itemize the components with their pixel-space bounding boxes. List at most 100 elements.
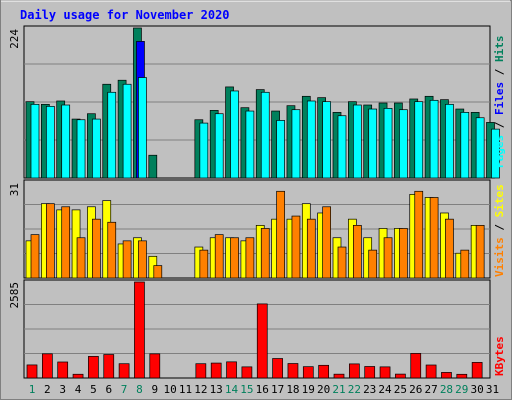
ymax-label-sites: 31 [8,183,21,196]
bar-kbytes [241,366,253,379]
day-label: 21 [332,383,345,396]
bar-visits [475,225,485,279]
day-label: 25 [394,383,407,396]
bar-visits [399,228,408,279]
kbytes-panel [23,279,491,379]
day-label: 11 [179,383,192,396]
bar-pages [30,103,40,179]
bar-visits [260,228,270,279]
bar-kbytes [195,363,207,379]
day-label: 12 [194,383,207,396]
bar-kbytes [72,373,84,379]
day-label: 30 [471,383,484,396]
bar-visits [30,234,40,279]
bar-visits [214,234,224,279]
hits-files-pages-panel [23,25,500,179]
day-label: 10 [164,383,177,396]
bar-kbytes [471,362,483,379]
day-label: 13 [210,383,223,396]
bar-pages [337,115,347,179]
bar-kbytes [318,364,329,379]
legend-visits: Visits [493,237,506,277]
bar-kbytes [302,366,314,379]
day-label: 9 [151,383,158,396]
bar-pages [429,99,439,179]
day-label: 2 [44,383,51,396]
bar-kbytes [333,373,345,379]
day-label: 26 [409,383,422,396]
sites-visits-panel [23,179,491,279]
legend-files: Files [493,82,506,115]
bar-visits [429,197,439,279]
bar-visits [153,265,163,279]
bar-pages [61,104,71,179]
legend-hits: Hits [493,36,506,63]
bar-pages [107,91,117,179]
day-label: 31 [486,383,499,396]
day-label: 29 [455,383,468,396]
bar-kbytes [425,364,437,379]
ymax-label-kbytes: 2585 [8,282,21,309]
day-label: 1 [29,383,36,396]
bar-kbytes [57,361,69,379]
bar-kbytes [88,356,99,379]
bar-kbytes [210,362,222,379]
bar-pages [353,104,362,179]
bar-kbytes [256,303,268,379]
bar-visits [107,221,117,279]
day-axis: 1 2 3 4 5 6 7 8 9 10 11 12 13 14 15 16 17 18 19 20 21 22 23 24 2… [29,383,499,396]
bar-pages [460,112,470,179]
bar-kbytes [26,364,38,379]
bar-visits [414,190,424,279]
legend-sites: Sites [493,184,506,217]
legend-sites-visits: Visits / Sites [493,184,506,277]
day-label: 17 [271,383,284,396]
bar-visits [245,237,255,279]
day-label: 19 [302,383,315,396]
bar-pages [45,105,55,179]
day-label: 14 [225,383,239,396]
bar-pages [306,100,316,179]
bar-visits [337,246,347,279]
bar-kbytes [103,354,115,379]
day-label: 28 [440,383,453,396]
bar-pages [199,122,209,179]
bar-pages [122,83,132,179]
bar-pages [445,103,454,179]
bar-visits [199,249,209,279]
bar-kbytes [134,281,145,379]
bar-visits [230,237,239,279]
bar-visits [383,237,393,279]
bar-kbytes [149,353,161,379]
day-label: 24 [378,383,392,396]
bar-kbytes [118,363,130,379]
day-label: 4 [75,383,82,396]
legend-hits-files-pages: Pages / Files / Hits [493,36,506,169]
bar-kbytes [456,373,468,379]
bar-visits [460,249,470,279]
bar-visits [445,218,454,279]
bar-visits [61,206,71,279]
day-label: 16 [256,383,269,396]
day-label: 7 [121,383,128,396]
bar-kbytes [410,353,422,379]
bar-pages [491,128,500,179]
bar-kbytes [226,361,237,379]
bar-pages [138,77,147,179]
bar-visits [276,190,285,279]
bar-visits [322,206,331,279]
bar-pages [260,91,270,179]
chart-title: Daily usage for November 2020 [20,8,230,22]
day-label: 8 [136,383,143,396]
bar-visits [291,215,301,279]
bar-visits [92,218,101,279]
bar-kbytes [287,363,299,379]
bar-visits [306,218,316,279]
legend-kbytes: KBytes [493,336,506,376]
bar-pages [399,109,408,179]
bar-pages [76,119,86,179]
bar-kbytes [349,363,360,379]
day-label: 23 [363,383,376,396]
day-label: 27 [424,383,437,396]
